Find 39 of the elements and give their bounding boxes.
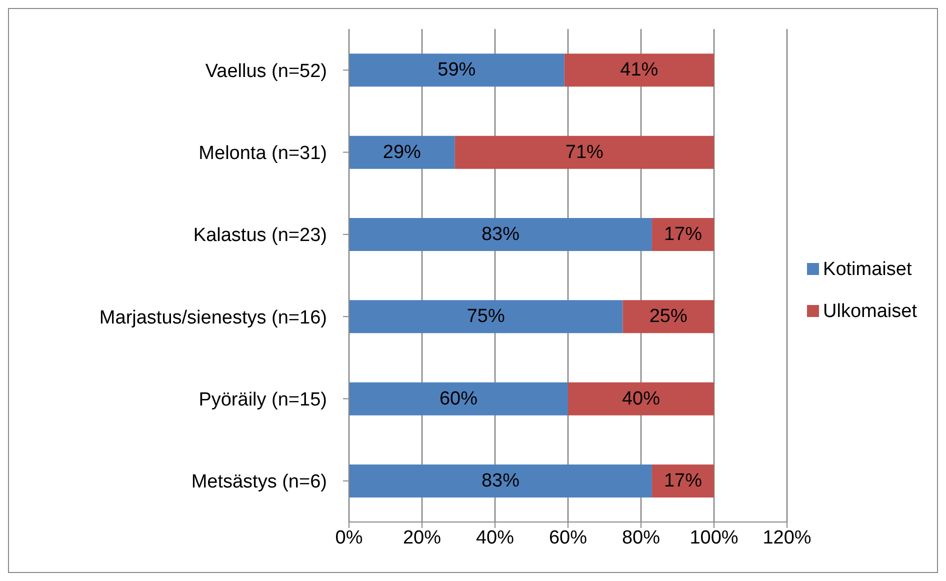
data-label: 59% [438, 60, 476, 81]
y-tick-label: Kalastus (n=23) [193, 225, 327, 246]
data-label: 25% [649, 306, 688, 328]
data-label: 40% [622, 388, 660, 410]
bar [652, 464, 714, 498]
bar [349, 218, 652, 251]
data-label: 75% [466, 306, 505, 328]
x-tick-label: 120% [762, 527, 812, 548]
data-label: 83% [481, 224, 520, 245]
x-tick-label: 100% [690, 527, 738, 548]
legend-label: Ulkomaiset [823, 300, 917, 322]
y-tick-label: Marjastus/sienestys (n=16) [99, 307, 327, 328]
bar [568, 382, 714, 416]
bar [349, 136, 455, 169]
legend-label: Kotimaiset [823, 258, 912, 280]
data-label: 60% [439, 388, 478, 410]
y-tick-label: Metsästys (n=6) [191, 472, 327, 493]
x-tick-label: 80% [622, 527, 660, 548]
bar [652, 218, 714, 251]
data-label: 29% [382, 142, 422, 163]
data-label: 41% [620, 60, 658, 81]
y-tick-label: Vaellus (n=52) [205, 60, 327, 82]
y-tick-label: Melonta (n=31) [198, 142, 327, 164]
bar [622, 300, 714, 334]
x-tick-label: 60% [548, 527, 588, 548]
x-tick-label: 20% [402, 527, 442, 548]
bar [349, 382, 568, 416]
bar [349, 54, 564, 87]
x-tick-label: 40% [476, 527, 514, 548]
data-label: 83% [481, 470, 520, 492]
y-tick-label: Pyöräily (n=15) [198, 389, 327, 410]
bar [454, 136, 714, 169]
bar [564, 54, 714, 87]
data-label: 71% [565, 142, 604, 163]
x-tick-label: 0% [335, 527, 363, 548]
data-label: 17% [664, 470, 702, 492]
bar [349, 464, 652, 498]
data-label: 17% [664, 224, 702, 245]
bar [349, 300, 623, 334]
